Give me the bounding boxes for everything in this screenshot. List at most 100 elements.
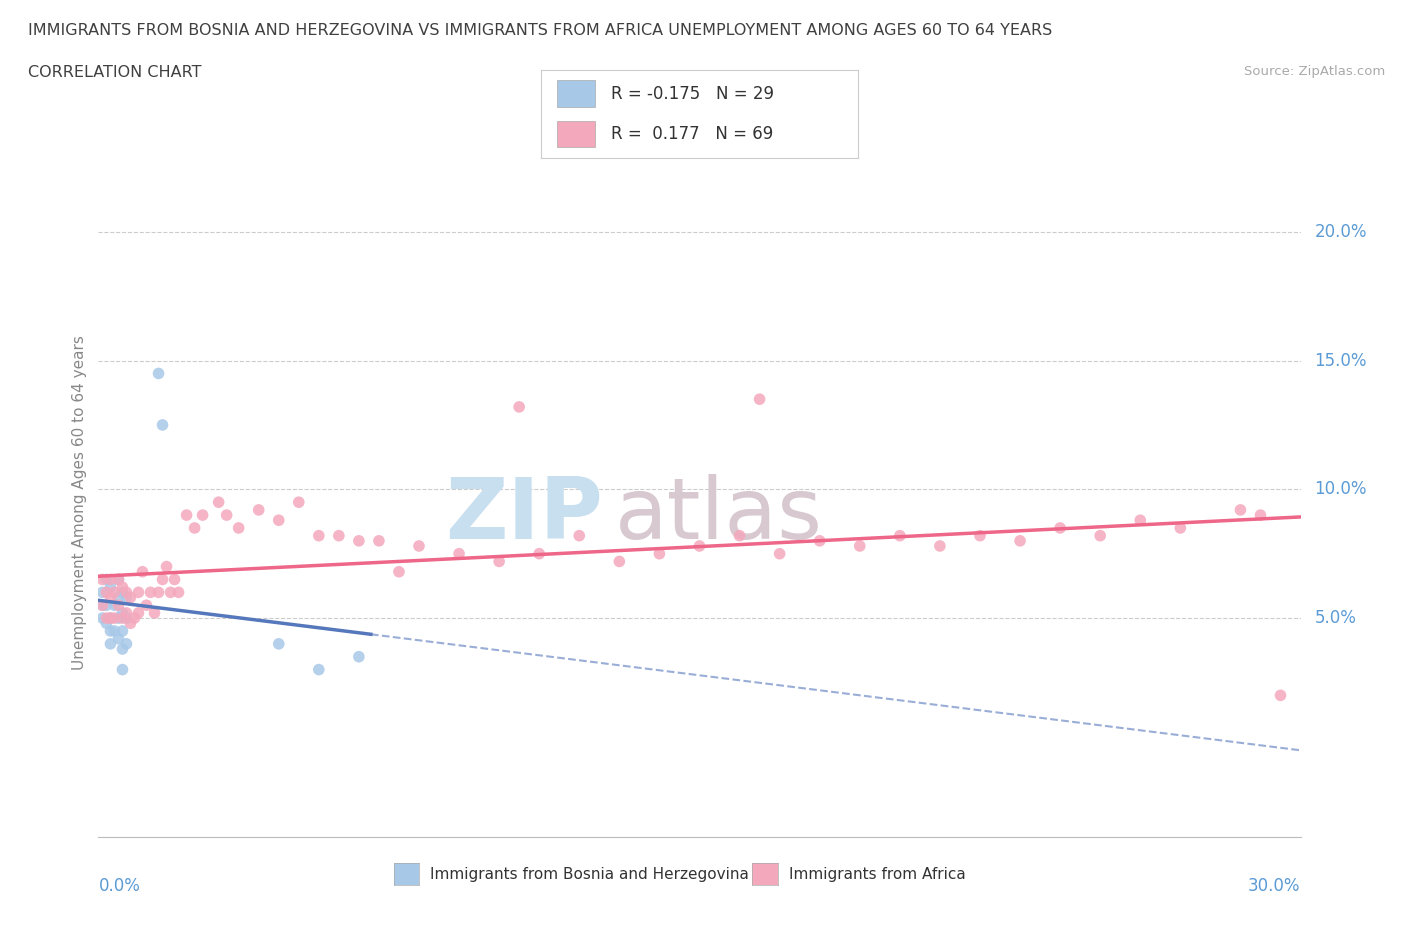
FancyBboxPatch shape <box>557 80 595 107</box>
Point <box>267 636 290 651</box>
Point <box>508 400 530 415</box>
Point <box>889 528 911 543</box>
Point <box>100 636 122 651</box>
Point <box>115 636 138 651</box>
Point <box>148 366 170 381</box>
Point <box>152 418 174 432</box>
Text: 10.0%: 10.0% <box>1315 480 1367 498</box>
Point <box>111 642 134 657</box>
Point <box>929 538 952 553</box>
Point <box>120 590 142 604</box>
Point <box>115 605 138 620</box>
Point <box>100 611 122 626</box>
Point <box>96 572 118 587</box>
Point <box>388 565 411 579</box>
Point <box>1229 502 1251 517</box>
Point <box>368 534 391 549</box>
Point <box>91 611 114 626</box>
Point <box>107 590 129 604</box>
Point <box>91 585 114 600</box>
Point <box>191 508 214 523</box>
Point <box>167 585 190 600</box>
Point <box>96 616 118 631</box>
Point <box>215 508 238 523</box>
Point <box>143 605 166 620</box>
Point <box>208 495 231 510</box>
Text: 30.0%: 30.0% <box>1249 877 1301 896</box>
Point <box>128 585 150 600</box>
Point <box>288 495 311 510</box>
Text: 0.0%: 0.0% <box>98 877 141 896</box>
Point <box>1270 688 1292 703</box>
Point <box>969 528 991 543</box>
Point <box>103 598 125 613</box>
Text: Source: ZipAtlas.com: Source: ZipAtlas.com <box>1244 65 1385 78</box>
Point <box>267 512 290 527</box>
Point <box>107 611 129 626</box>
Text: 15.0%: 15.0% <box>1315 352 1367 369</box>
Point <box>103 585 125 600</box>
Point <box>1010 534 1032 549</box>
Point <box>728 528 751 543</box>
Point <box>347 649 370 664</box>
Point <box>111 623 134 638</box>
Point <box>163 572 186 587</box>
Y-axis label: Unemployment Among Ages 60 to 64 years: Unemployment Among Ages 60 to 64 years <box>72 335 87 670</box>
Text: atlas: atlas <box>616 474 824 557</box>
Point <box>1088 528 1111 543</box>
Point <box>609 554 631 569</box>
Point <box>128 605 150 620</box>
Point <box>107 572 129 587</box>
Point <box>849 538 872 553</box>
Point <box>748 392 770 406</box>
Point <box>308 662 330 677</box>
FancyBboxPatch shape <box>557 121 595 148</box>
Point <box>308 528 330 543</box>
Point <box>135 598 157 613</box>
Point <box>648 546 671 561</box>
Point <box>347 534 370 549</box>
Point <box>107 598 129 613</box>
Point <box>148 585 170 600</box>
Point <box>808 534 831 549</box>
Point <box>91 598 114 613</box>
Point <box>768 546 790 561</box>
Text: 5.0%: 5.0% <box>1315 609 1357 627</box>
Text: IMMIGRANTS FROM BOSNIA AND HERZEGOVINA VS IMMIGRANTS FROM AFRICA UNEMPLOYMENT AM: IMMIGRANTS FROM BOSNIA AND HERZEGOVINA V… <box>28 23 1052 38</box>
Text: CORRELATION CHART: CORRELATION CHART <box>28 65 201 80</box>
Text: R =  0.177   N = 69: R = 0.177 N = 69 <box>612 126 773 143</box>
Point <box>328 528 350 543</box>
Point <box>568 528 591 543</box>
Point <box>91 598 114 613</box>
Point <box>176 508 198 523</box>
Point <box>111 662 134 677</box>
Point <box>688 538 710 553</box>
Point <box>115 611 138 626</box>
Point <box>103 611 125 626</box>
Point <box>111 611 134 626</box>
Point <box>100 579 122 594</box>
Point <box>111 585 134 600</box>
Point <box>155 559 177 574</box>
Point <box>159 585 181 600</box>
Point <box>100 572 122 587</box>
Point <box>115 585 138 600</box>
Point <box>1129 512 1152 527</box>
Point <box>152 572 174 587</box>
Point <box>247 502 270 517</box>
Point <box>183 521 205 536</box>
Point <box>100 590 122 604</box>
Point <box>96 585 118 600</box>
Point <box>111 605 134 620</box>
Point <box>447 546 470 561</box>
Point <box>103 623 125 638</box>
Text: Immigrants from Bosnia and Herzegovina: Immigrants from Bosnia and Herzegovina <box>430 867 749 882</box>
Point <box>107 631 129 646</box>
Point <box>107 572 129 587</box>
Point <box>91 572 114 587</box>
Point <box>408 538 430 553</box>
Point <box>111 579 134 594</box>
Point <box>96 598 118 613</box>
Point <box>124 611 146 626</box>
Text: Immigrants from Africa: Immigrants from Africa <box>789 867 966 882</box>
